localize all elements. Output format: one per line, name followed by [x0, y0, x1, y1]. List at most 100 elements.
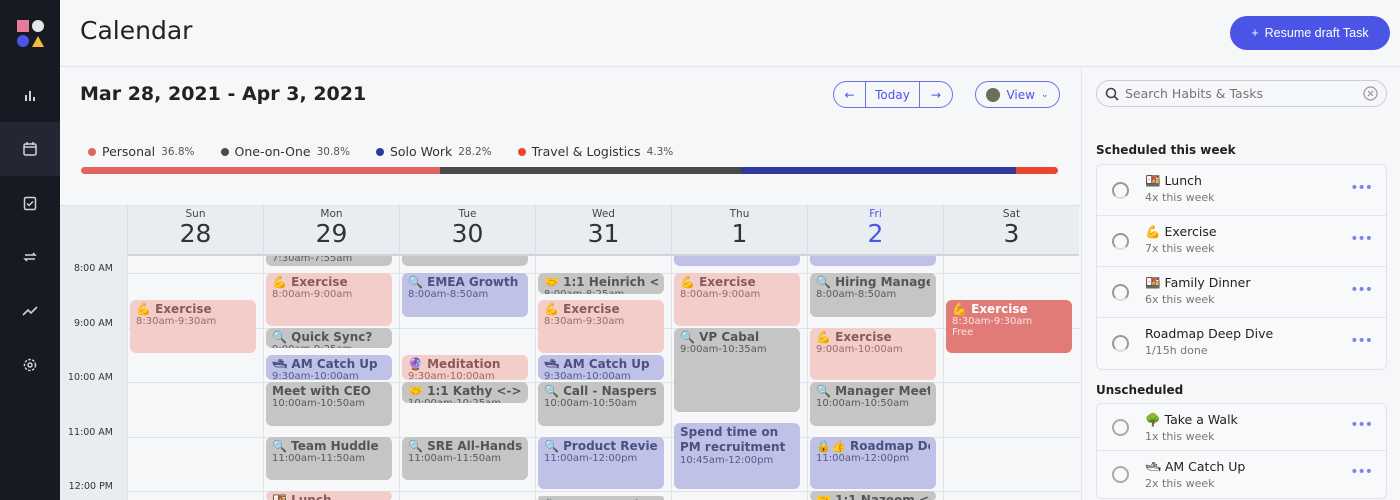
day-header[interactable]: Tue 30: [399, 206, 535, 256]
bar-segment-one-on-one: [440, 167, 741, 174]
more-options-icon[interactable]: •••: [1350, 180, 1373, 196]
calendar-event[interactable]: 🔍 EMEA Growth Strategy8:00am-8:50am: [402, 273, 528, 317]
calendar-event[interactable]: 🔍 Quick Sync?9:00am-9:25am: [266, 327, 392, 349]
next-week-button[interactable]: →: [920, 82, 952, 107]
legend-label: One-on-One: [234, 144, 311, 159]
calendar-event[interactable]: 🛥 AM Catch Up 9:30am-10:00am: [538, 354, 664, 381]
habit-row[interactable]: 🌳 Take a Walk 1x this week •••: [1097, 404, 1386, 451]
calendar-event[interactable]: 🍱 Lunch: [266, 491, 392, 500]
calendar-event[interactable]: Spend time on PM recruitment 10:45am-12:0…: [674, 423, 800, 490]
legend-label: Travel & Logistics: [531, 144, 641, 159]
event-title: Meet with CEO: [272, 384, 371, 399]
calendar-event[interactable]: 🔍 VP Cabal 9:00am-10:35am: [674, 327, 800, 413]
day-header[interactable]: Mon 29: [263, 206, 399, 256]
calendar-event[interactable]: 🤝 1:1 Kathy <-> Bob10:00am-10:25am: [402, 382, 528, 403]
event-time: 9:00am-9:25am: [272, 344, 386, 349]
day-name: Thu: [729, 208, 750, 220]
calendar-event[interactable]: [402, 256, 528, 267]
more-options-icon[interactable]: •••: [1350, 231, 1373, 247]
view-button[interactable]: View ⌄: [975, 81, 1060, 108]
event-title: 🔍 VP Cabal: [680, 329, 760, 344]
calendar-event[interactable]: 🔒👍 Roadmap Deep Dive11:00am-12:00pm: [810, 436, 936, 490]
calendar-event[interactable]: [810, 256, 936, 267]
today-button[interactable]: Today: [866, 82, 920, 107]
day-header[interactable]: Thu 1: [671, 206, 807, 256]
unscheduled-heading: Unscheduled: [1096, 383, 1184, 397]
day-header[interactable]: Wed 31: [535, 206, 671, 256]
calendar-event[interactable]: 🔍 Hiring Manager Meeting8:00am-8:50am: [810, 273, 936, 317]
calendar-event[interactable]: [674, 256, 800, 267]
calendar-event[interactable]: 🔍 Team Huddle 11:00am-11:50am: [266, 436, 392, 481]
arrow-right-icon: →: [930, 87, 942, 102]
event-title: 🛥 AM Catch Up: [272, 356, 378, 371]
day-header[interactable]: Sat 3: [943, 206, 1079, 256]
search-input[interactable]: [1125, 86, 1357, 101]
calendar-event[interactable]: 💪 Exercise 8:30am-9:30am: [130, 300, 256, 353]
nav-stats[interactable]: [0, 284, 60, 338]
legend-item: One-on-One 30.8%: [220, 144, 350, 159]
calendar-event[interactable]: 🔍 Team Lunch: [538, 495, 664, 500]
search-box[interactable]: [1096, 80, 1387, 107]
unscheduled-list: 🌳 Take a Walk 1x this week ••• 🛥 AM Catch U…: [1096, 403, 1387, 499]
time-label: 9:00 AM: [73, 317, 113, 329]
avatar: [986, 87, 1001, 102]
habit-row[interactable]: 🍱 Family Dinner 6x this week •••: [1097, 267, 1386, 318]
event-time: 8:00am-8:50am: [408, 289, 489, 300]
more-options-icon[interactable]: •••: [1350, 464, 1373, 480]
time-label: 10:00 AM: [67, 372, 113, 384]
sidebar: [0, 0, 60, 500]
more-options-icon[interactable]: •••: [1350, 417, 1373, 433]
habit-name: 🌳 Take a Walk: [1145, 412, 1238, 427]
app-logo[interactable]: [17, 20, 45, 48]
nav-calendar[interactable]: [0, 122, 60, 176]
view-label: View: [1006, 87, 1035, 102]
page-header: Calendar + Resume draft Task: [60, 0, 1400, 67]
search-icon: [1105, 87, 1119, 101]
bar-segment-travel-logistics: [1016, 167, 1058, 174]
calendar-event[interactable]: 🔍 Call - Naspers UK10:00am-10:50am: [538, 382, 664, 426]
calendar-event[interactable]: 💪 Exercise 9:00am-10:00am: [810, 327, 936, 381]
calendar-event[interactable]: 💪 Exercise 8:30am-9:30am Free: [946, 300, 1072, 353]
more-options-icon[interactable]: •••: [1350, 333, 1373, 349]
event-title: 🤝 1:1 Heinrich <-> Bob: [544, 275, 658, 289]
resume-draft-task-button[interactable]: + Resume draft Task: [1230, 16, 1390, 50]
legend-percent: 30.8%: [316, 145, 350, 158]
habit-row[interactable]: Roadmap Deep Dive 1/15h done •••: [1097, 318, 1386, 369]
calendar-event[interactable]: 🤝 1:1 Heinrich <-> Bob8:00am-8:25am: [538, 273, 664, 294]
legend-item: Personal 36.8%: [88, 144, 195, 159]
calendar-event[interactable]: 💪 Exercise 8:00am-9:00am: [266, 273, 392, 326]
day-divider: [263, 256, 264, 500]
more-options-icon[interactable]: •••: [1350, 282, 1373, 298]
calendar-event[interactable]: 🔍 SRE All-Hands 11:00am-11:50am: [402, 436, 528, 481]
calendar-event[interactable]: 🤝 1:1 Bob Team7:30am-7:55am: [266, 256, 392, 267]
calendar-event[interactable]: 💪 Exercise 8:00am-9:00am: [674, 273, 800, 326]
nav-settings[interactable]: [0, 338, 60, 392]
nav-analytics[interactable]: [0, 68, 60, 122]
day-header[interactable]: Fri 2: [807, 206, 943, 256]
event-title: 💪 Exercise: [816, 329, 892, 344]
calendar-event[interactable]: 🤝 1:1 Nazeem <-> Bob: [810, 491, 936, 500]
habit-name: Roadmap Deep Dive: [1145, 326, 1274, 341]
clear-icon[interactable]: [1363, 86, 1378, 101]
nav-tasks[interactable]: [0, 176, 60, 230]
calendar-event[interactable]: 🔮 Meditation 9:30am-10:00am: [402, 354, 528, 381]
prev-week-button[interactable]: ←: [834, 82, 866, 107]
calendar-event[interactable]: 🔍 Product Review Internal11:00am-12:00pm: [538, 436, 664, 490]
habit-row[interactable]: 🛥 AM Catch Up 2x this week •••: [1097, 451, 1386, 498]
habit-name: 🍱 Family Dinner: [1145, 275, 1251, 290]
legend-dot: [375, 147, 384, 156]
calendar-event[interactable]: 🔍 Manager Meet-up10:00am-10:50am: [810, 382, 936, 426]
nav-habits[interactable]: [0, 230, 60, 284]
day-name: Mon: [320, 208, 343, 220]
calendar-event[interactable]: 🛥 AM Catch Up 9:30am-10:00am: [266, 354, 392, 381]
calendar-event[interactable]: 💪 Exercise 8:30am-9:30am: [538, 300, 664, 353]
calendar-event[interactable]: Meet with CEO 10:00am-10:50am: [266, 382, 392, 426]
event-title: 🔍 Call - Naspers UK: [544, 384, 658, 399]
progress-ring-icon: [1112, 335, 1129, 352]
habit-row[interactable]: 🍱 Lunch 4x this week •••: [1097, 165, 1386, 216]
plus-icon: +: [1251, 26, 1259, 40]
day-header[interactable]: Sun 28: [127, 206, 263, 256]
habit-row[interactable]: 💪 Exercise 7x this week •••: [1097, 216, 1386, 267]
legend-item: Travel & Logistics 4.3%: [517, 144, 673, 159]
